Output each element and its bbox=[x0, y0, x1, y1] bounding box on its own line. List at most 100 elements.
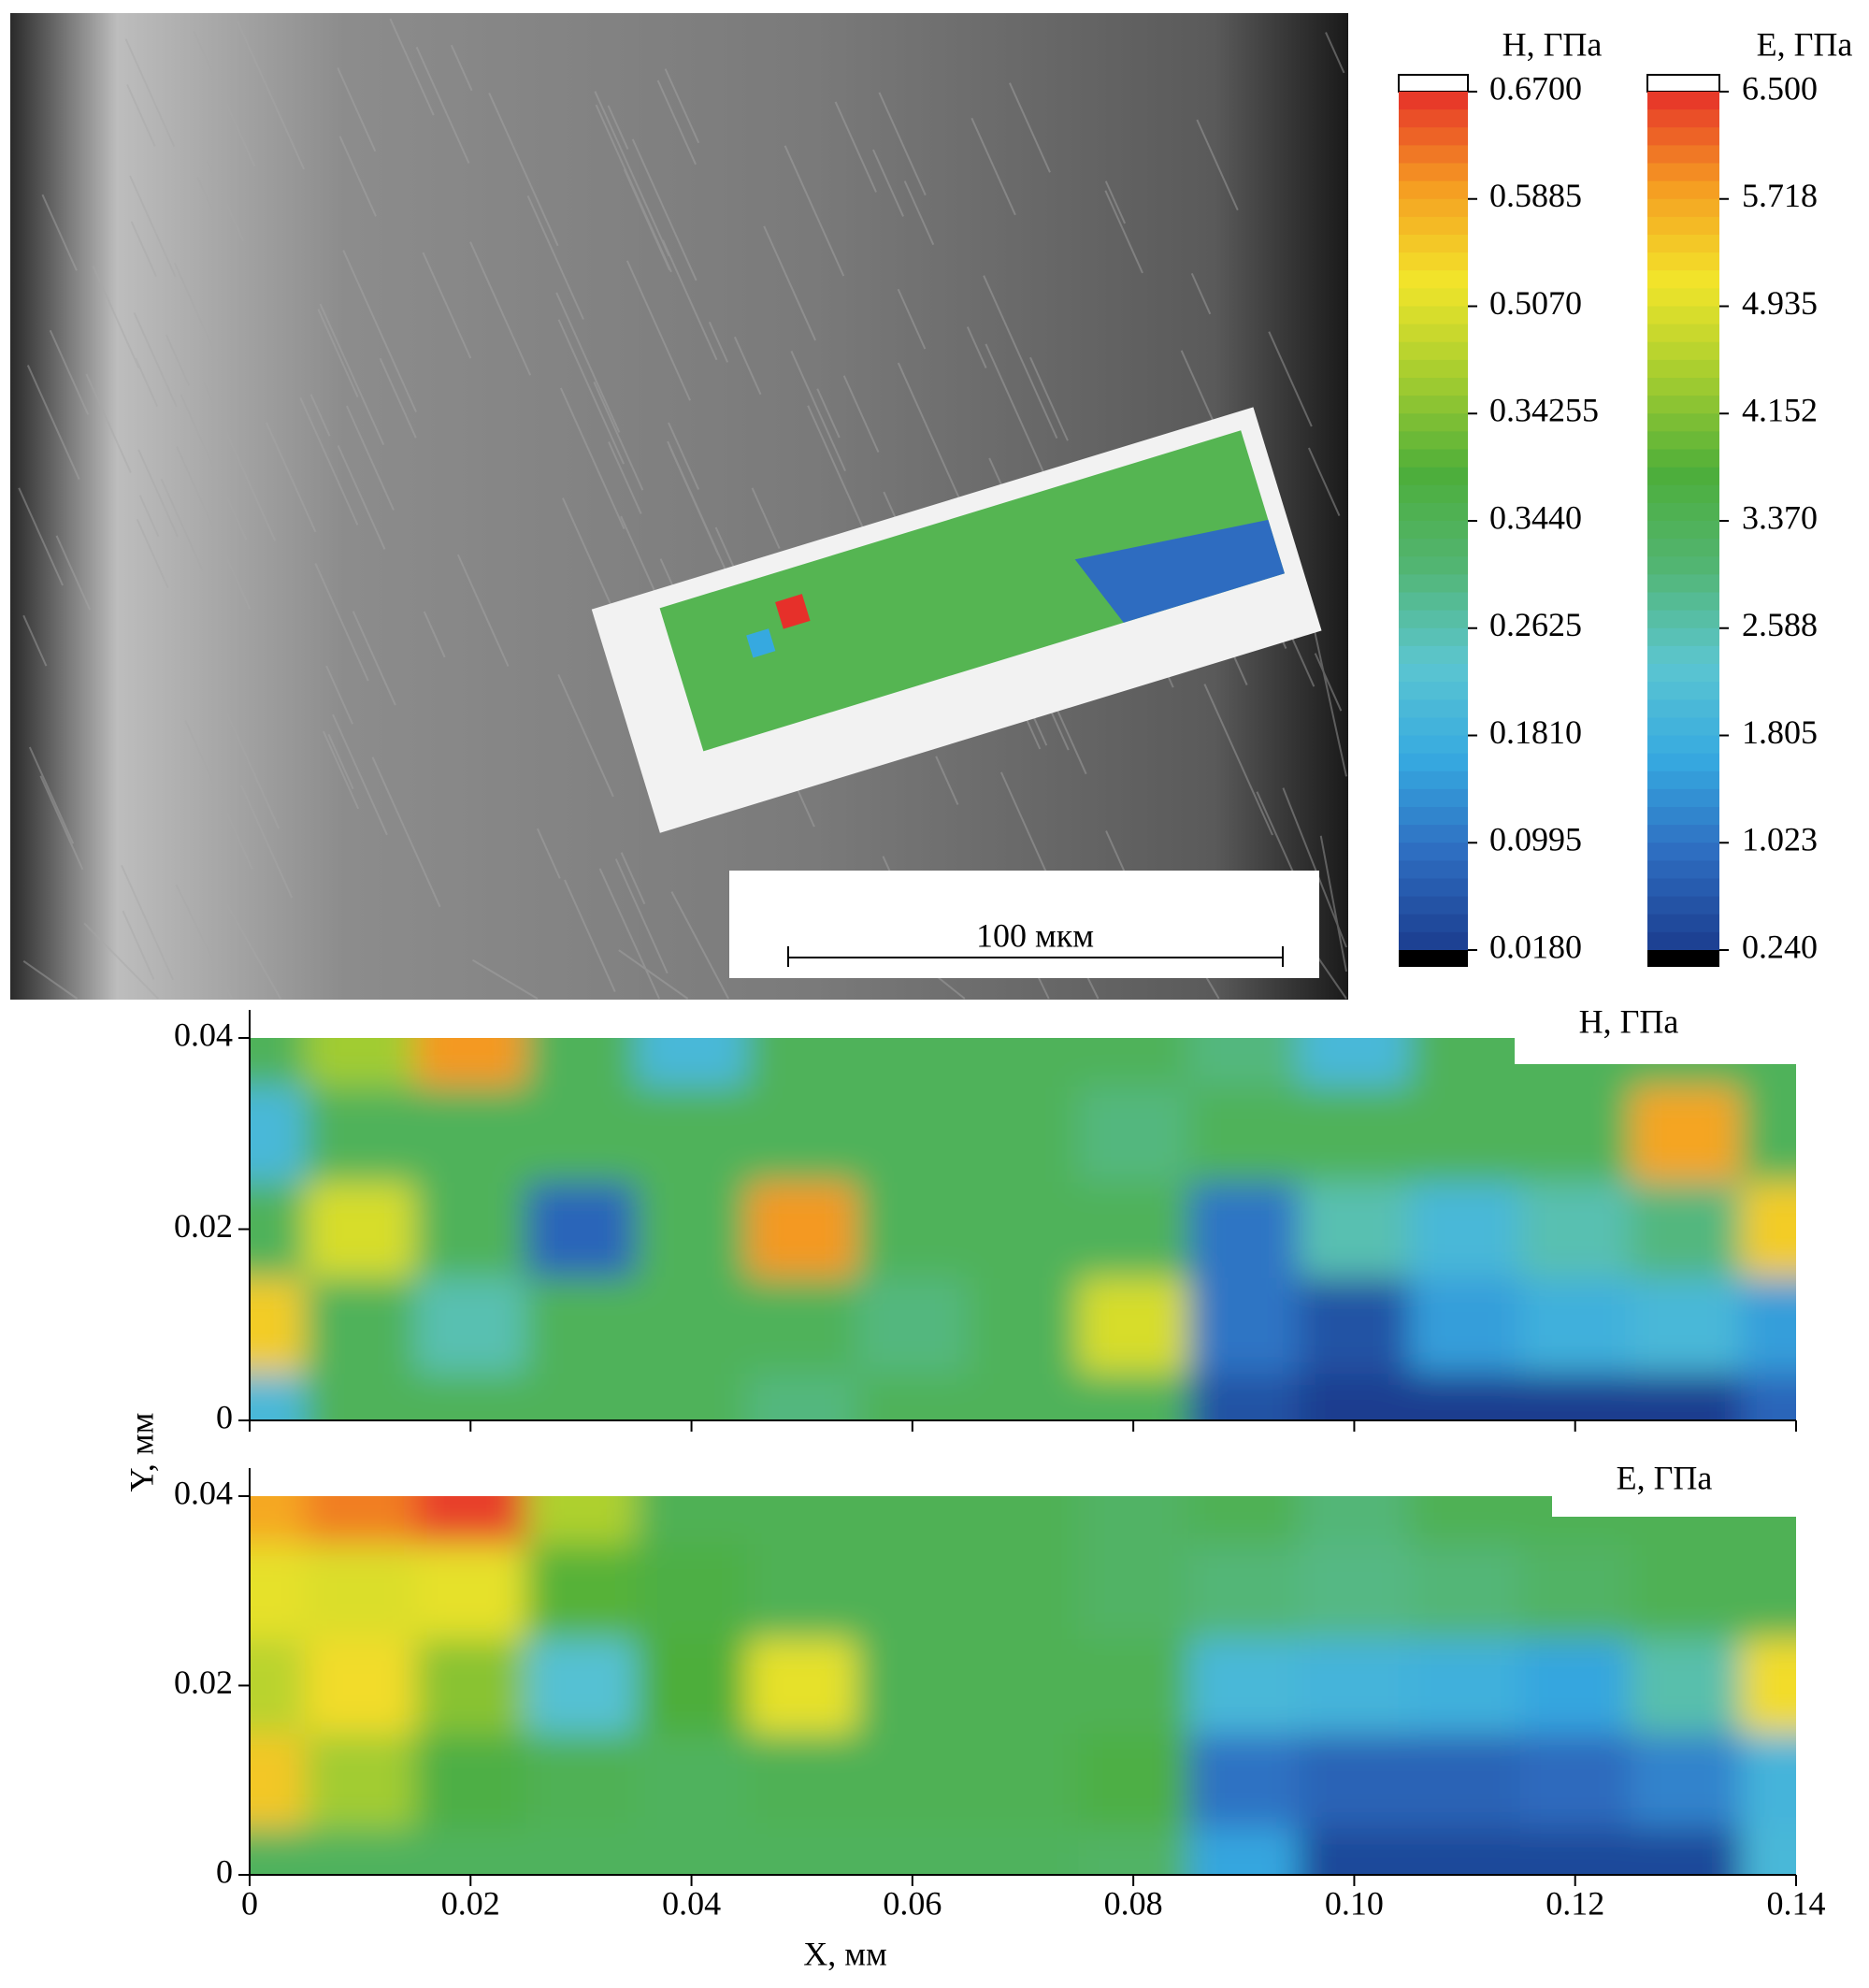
contour-cell bbox=[415, 1637, 527, 1735]
contour-cell bbox=[856, 1276, 969, 1374]
contour-cell bbox=[1519, 1637, 1632, 1735]
colorbar-label: 4.152 bbox=[1742, 392, 1818, 429]
contour-cell bbox=[856, 1038, 969, 1088]
y-tick-label: 0 bbox=[216, 1398, 233, 1435]
contour-cells bbox=[250, 1038, 1796, 1420]
y-axis-label: Y, мм bbox=[122, 1413, 160, 1492]
contour-cell bbox=[1188, 1086, 1301, 1183]
contour-cell bbox=[1078, 1496, 1190, 1545]
contour-cell bbox=[856, 1086, 969, 1183]
contour-cell bbox=[415, 1827, 527, 1875]
contour-cell bbox=[1409, 1637, 1521, 1735]
contour-cell bbox=[1740, 1733, 1796, 1829]
contour-cell bbox=[1078, 1038, 1190, 1088]
contour-cell bbox=[1519, 1827, 1632, 1875]
contour-cell bbox=[1078, 1086, 1190, 1183]
colorbar-band bbox=[1647, 378, 1719, 396]
contour-cell bbox=[305, 1086, 417, 1183]
colorbar-band bbox=[1647, 788, 1719, 808]
colorbar-band bbox=[1399, 931, 1468, 951]
y-tick-label: 0.04 bbox=[174, 1474, 233, 1511]
colorbar-band bbox=[1399, 270, 1468, 289]
contour-cell bbox=[1188, 1543, 1301, 1639]
colorbar-band bbox=[1399, 914, 1468, 933]
contour-cell bbox=[856, 1496, 969, 1545]
colorbar-band bbox=[1399, 127, 1468, 146]
contour-cell bbox=[1299, 1543, 1411, 1639]
contour-cell bbox=[250, 1086, 307, 1183]
contour-cell bbox=[636, 1372, 748, 1420]
contour-cell bbox=[746, 1733, 858, 1829]
colorbar-label: 0.2625 bbox=[1489, 606, 1582, 643]
contour-cell bbox=[305, 1372, 417, 1420]
colorbar-band bbox=[1647, 556, 1719, 575]
contour-cell bbox=[967, 1827, 1080, 1875]
colorbar-band bbox=[1399, 610, 1468, 629]
contour-cell bbox=[1299, 1086, 1411, 1183]
contour-cell bbox=[250, 1496, 307, 1545]
contour-cell bbox=[1078, 1827, 1190, 1875]
contour-cell bbox=[1740, 1827, 1796, 1875]
contour-cell bbox=[525, 1827, 638, 1875]
colorbar-band bbox=[1647, 180, 1719, 200]
contour-cell bbox=[746, 1181, 858, 1278]
contour-cell bbox=[1740, 1543, 1796, 1639]
contour-cell bbox=[1630, 1637, 1742, 1735]
contour-cell bbox=[856, 1637, 969, 1735]
colorbar-band bbox=[1647, 627, 1719, 647]
contour-cell bbox=[967, 1733, 1080, 1829]
colorbar-label: 6.500 bbox=[1742, 69, 1818, 107]
contour-cell bbox=[967, 1543, 1080, 1639]
colorbar-band bbox=[1399, 788, 1468, 808]
colorbar-band bbox=[1399, 735, 1468, 755]
contour-cell bbox=[415, 1276, 527, 1374]
contour-cell bbox=[305, 1543, 417, 1639]
colorbar-band bbox=[1399, 413, 1468, 432]
contour-cell bbox=[1188, 1181, 1301, 1278]
contour-cell bbox=[1409, 1543, 1521, 1639]
colorbar-band bbox=[1647, 359, 1719, 379]
x-tick-label: 0.14 bbox=[1767, 1884, 1826, 1922]
contour-cell bbox=[1409, 1372, 1521, 1420]
contour-cell bbox=[1188, 1637, 1301, 1735]
contour-cell bbox=[636, 1543, 748, 1639]
contour-cell bbox=[1188, 1038, 1301, 1088]
colorbar-band bbox=[1399, 467, 1468, 486]
contour-cell bbox=[967, 1038, 1080, 1088]
colorbar-band bbox=[1647, 735, 1719, 755]
contour-cell bbox=[1299, 1637, 1411, 1735]
colorbar-label: 3.370 bbox=[1742, 498, 1818, 536]
contour-cell bbox=[1078, 1637, 1190, 1735]
colorbar-band bbox=[1399, 324, 1468, 343]
contour-cell bbox=[1630, 1372, 1742, 1420]
contour-cell bbox=[1299, 1827, 1411, 1875]
colorbar-band bbox=[1647, 449, 1719, 468]
contour-cell bbox=[636, 1181, 748, 1278]
colorbar-band bbox=[1399, 163, 1468, 182]
colorbar-label: 0.1810 bbox=[1489, 713, 1582, 751]
contour-cell bbox=[1078, 1372, 1190, 1420]
colorbar-band bbox=[1647, 467, 1719, 486]
colorbar-label: 2.588 bbox=[1742, 606, 1818, 643]
colorbar-band bbox=[1647, 825, 1719, 843]
contour-cell bbox=[746, 1496, 858, 1545]
contour-cell bbox=[856, 1733, 969, 1829]
sem-image bbox=[10, 13, 1348, 1000]
colorbar-band bbox=[1647, 216, 1719, 236]
contour-cell bbox=[525, 1733, 638, 1829]
panel-title: H, ГПа bbox=[1579, 1002, 1679, 1040]
colorbar-band bbox=[1647, 324, 1719, 343]
contour-cell bbox=[1519, 1181, 1632, 1278]
contour-cells bbox=[250, 1496, 1796, 1875]
contour-cell bbox=[525, 1372, 638, 1420]
x-axis-label: X, мм bbox=[803, 1935, 887, 1972]
contour-cell bbox=[305, 1181, 417, 1278]
contour-cell bbox=[1409, 1086, 1521, 1183]
contour-cell bbox=[636, 1827, 748, 1875]
x-tick-label: 0.06 bbox=[883, 1884, 942, 1922]
colorbar-band bbox=[1647, 341, 1719, 361]
colorbar-band bbox=[1647, 682, 1719, 700]
contour-cell bbox=[415, 1086, 527, 1183]
contour-cell bbox=[1519, 1086, 1632, 1183]
